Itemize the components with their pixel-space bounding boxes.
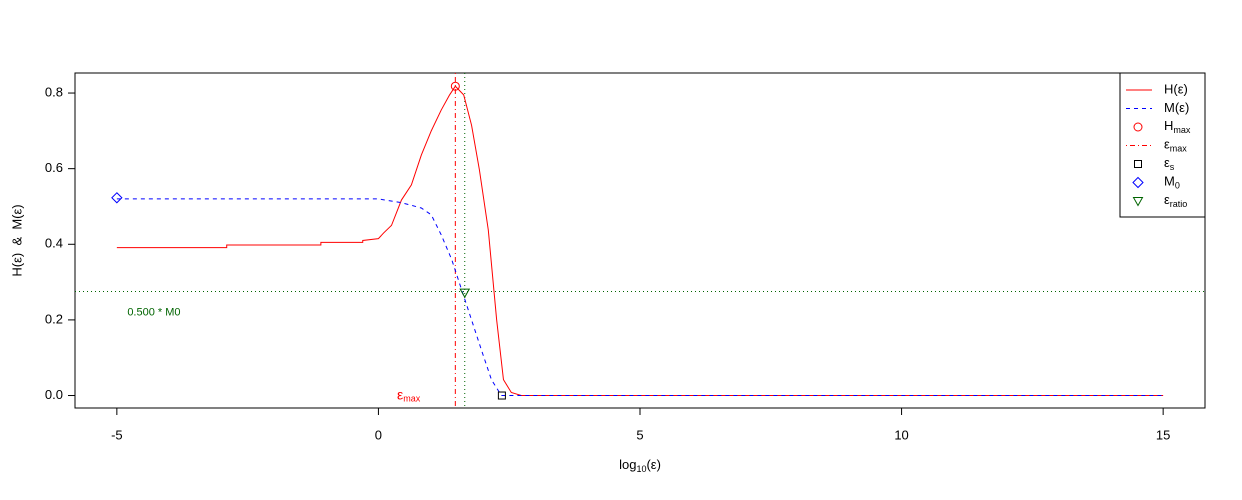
x-axis-label-tail: (ε) xyxy=(646,457,660,472)
legend-label: εs xyxy=(1164,155,1175,172)
y-tick-label: 0.4 xyxy=(45,236,63,251)
legend-label-sub: max xyxy=(1173,125,1191,135)
x-axis-label-main: log xyxy=(619,457,636,472)
x-tick-label: 5 xyxy=(636,427,643,442)
series-line xyxy=(116,198,1164,397)
x-tick-label: -5 xyxy=(111,427,123,442)
point-marker xyxy=(111,192,123,204)
legend-label-main: ε xyxy=(1164,192,1170,207)
series-line xyxy=(116,85,1164,397)
legend-label: εmax xyxy=(1164,137,1187,154)
legend-label-sub: 0 xyxy=(1175,181,1180,191)
x-tick-label: 0 xyxy=(375,427,382,442)
x-tick-label: 10 xyxy=(894,427,908,442)
annotation-main: ε xyxy=(397,386,403,402)
legend-label-main: H xyxy=(1164,118,1173,133)
legend-label: Hmax xyxy=(1164,118,1191,135)
y-tick-label: 0.6 xyxy=(45,160,63,175)
point-marker xyxy=(450,81,460,91)
annotation-main: 0.500 * M0 xyxy=(127,306,180,318)
legend-label-sub: ratio xyxy=(1170,199,1188,209)
y-tick-label: 0.8 xyxy=(45,84,63,99)
legend-label: M0 xyxy=(1164,174,1180,191)
annotation-sub: max xyxy=(403,394,421,404)
legend-label-sub: s xyxy=(1170,162,1175,172)
legend-label-sub: max xyxy=(1170,144,1188,154)
legend-symbol xyxy=(1132,176,1144,189)
x-axis-label: log10(ε) xyxy=(619,457,661,474)
legend-symbol xyxy=(1133,122,1143,132)
y-tick-label: 0.2 xyxy=(45,311,63,326)
legend-symbol xyxy=(1132,197,1144,207)
legend-symbol xyxy=(1134,160,1142,168)
x-axis-label-sub: 10 xyxy=(636,464,646,474)
legend-label-main: ε xyxy=(1164,137,1170,152)
y-axis-label: H(ε) & M(ε) xyxy=(9,204,24,276)
point-marker xyxy=(497,391,506,400)
annotation: 0.500 * M0 xyxy=(127,306,180,318)
legend-label: M(ε) xyxy=(1164,100,1189,115)
legend-label-main: ε xyxy=(1164,155,1170,170)
y-tick-label: 0.0 xyxy=(45,387,63,402)
legend-label: H(ε) xyxy=(1164,81,1188,96)
point-marker xyxy=(459,288,471,299)
plot-box xyxy=(74,72,1206,409)
x-tick-label: 15 xyxy=(1156,427,1170,442)
annotation: εmax xyxy=(397,386,421,404)
legend-label-main: M xyxy=(1164,174,1175,189)
legend-label: εratio xyxy=(1164,192,1187,209)
